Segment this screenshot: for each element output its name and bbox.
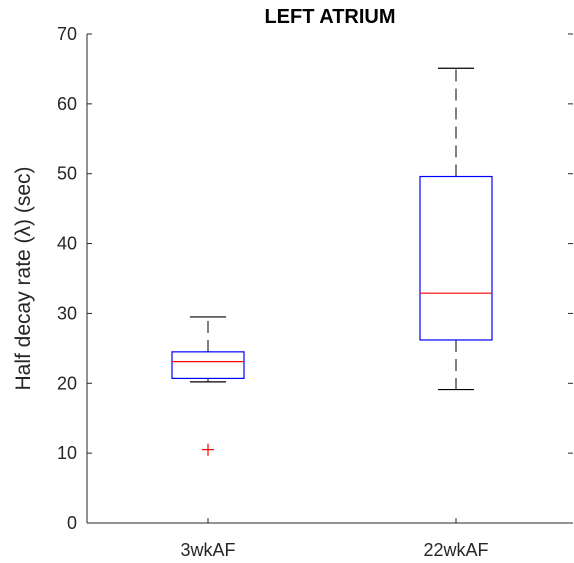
y-tick-label: 20 [57,373,77,393]
y-tick-label: 40 [57,234,77,254]
y-tick-label: 50 [57,164,77,184]
box-22wkAF [419,67,493,391]
iqr-box [419,175,493,341]
outlier-marker [202,443,214,456]
iqr-box [171,351,245,379]
box-series [171,67,493,456]
chart-title: LEFT ATRIUM [264,6,395,28]
y-tick-label: 0 [67,513,77,533]
y-tick-label: 70 [57,24,77,44]
box-3wkAF [171,316,245,456]
y-tick-label: 60 [57,94,77,114]
y-tick-label: 10 [57,443,77,463]
x-tick-label: 3wkAF [180,540,235,560]
plot-axes: 0 10 20 30 40 50 60 70 3wkAF 22wkAF [57,24,573,560]
y-axis-label: Half decay rate (λ) (sec) [12,166,35,390]
x-tick-label: 22wkAF [423,540,488,560]
y-tick-label: 30 [57,303,77,323]
